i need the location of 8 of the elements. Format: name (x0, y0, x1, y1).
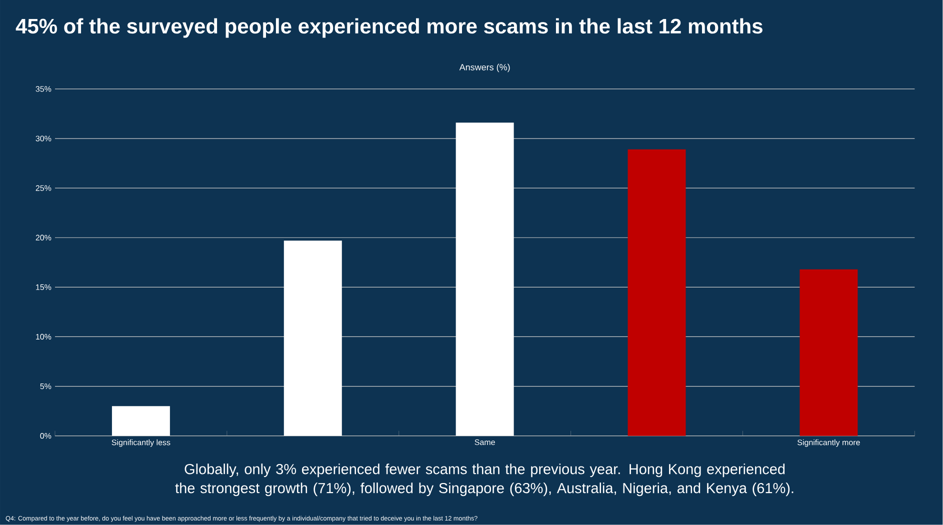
bar (284, 240, 342, 436)
bar (628, 149, 686, 436)
text: Globally, only 3% experienced fewer scams than the previous year. Hong Kong experienced the strongest growth (71%), followed by Singapore (63%), Australia, Nigeria, and Kenya (61%). (175, 464, 794, 496)
chart-subtitle: Answers (%) (459, 64, 510, 72)
chart-title: 45% of the surveyed people experienced more scams in the last 12 months (16, 18, 762, 38)
bar (456, 122, 514, 436)
bar (800, 269, 858, 436)
bar (112, 406, 170, 436)
